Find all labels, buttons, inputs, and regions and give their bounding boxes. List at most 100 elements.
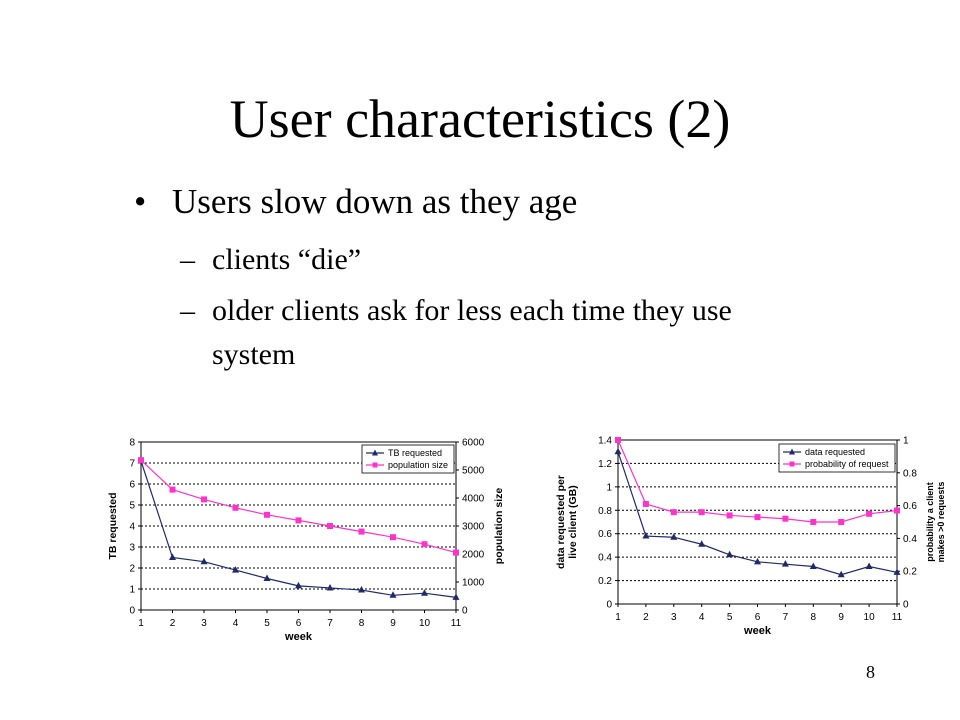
data-point	[754, 557, 761, 565]
y2-tick-label: 5000	[462, 466, 485, 477]
y2-tick-label: 4000	[462, 494, 485, 505]
legend-label: TB requested	[388, 448, 442, 458]
x-tick-label: 9	[390, 618, 396, 629]
y-tick-label: 0	[129, 606, 135, 617]
y-tick-label: 1.2	[598, 459, 612, 470]
y-tick-label: 1.4	[598, 436, 612, 447]
y2-tick-label: 1000	[462, 578, 485, 589]
sub-dash: –	[180, 294, 195, 327]
data-point	[726, 512, 733, 519]
data-point	[670, 533, 678, 540]
legend-marker	[372, 462, 378, 468]
data-point	[326, 583, 334, 591]
x-tick-label: 5	[727, 612, 733, 623]
y2-axis-label: probability a client	[925, 482, 935, 562]
legend-marker	[789, 448, 795, 455]
data-point	[894, 507, 900, 514]
data-point	[809, 562, 817, 570]
y2-tick-label: 0	[903, 600, 909, 611]
data-point	[200, 557, 208, 565]
y-tick-label: 2	[129, 564, 135, 575]
data-point	[295, 581, 302, 589]
y2-tick-label: 0.4	[903, 534, 917, 545]
sub-dash: –	[180, 243, 195, 276]
y2-tick-label: 0	[462, 606, 468, 617]
x-tick-label: 8	[811, 612, 817, 623]
data-point	[169, 486, 176, 493]
legend-label: data requested	[805, 447, 865, 457]
legend-label: probability of request	[805, 459, 889, 469]
y-tick-label: 5	[129, 501, 135, 512]
legend-box	[361, 444, 455, 474]
x-tick-label: 7	[327, 618, 333, 629]
y2-tick-label: 2000	[462, 550, 485, 561]
bullet-marker: •	[134, 182, 147, 221]
data-point	[614, 447, 622, 455]
y2-tick-label: 1	[903, 436, 909, 447]
sub-text-line2: system	[212, 338, 296, 371]
x-tick-label: 6	[296, 618, 302, 629]
data-point	[201, 496, 207, 503]
x-tick-label: 11	[892, 612, 903, 623]
sub-text-line1: older clients ask for less each time the…	[212, 294, 732, 327]
sub-text: clients “die”	[212, 243, 362, 276]
data-point	[781, 560, 789, 567]
y2-tick-label: 0.2	[903, 567, 917, 578]
x-tick-label: 10	[864, 612, 876, 623]
data-point	[452, 593, 460, 600]
x-tick-label: 7	[783, 612, 789, 623]
data-point	[754, 514, 761, 521]
data-point	[865, 562, 873, 570]
page-number: 8	[866, 662, 875, 682]
y-tick-label: 4	[129, 522, 135, 533]
x-tick-label: 9	[838, 612, 844, 623]
legend-marker	[789, 461, 795, 467]
chart-data-requested: 00.20.40.60.811.21.400.20.40.60.811 2 3 4 5 6…	[555, 436, 946, 638]
data-point	[421, 541, 428, 548]
data-point	[389, 591, 397, 598]
data-point	[698, 540, 706, 547]
x-tick-label: 8	[359, 618, 365, 629]
data-point	[810, 519, 817, 525]
legend-box	[778, 443, 896, 473]
data-point	[358, 586, 365, 593]
x-axis-label: week	[743, 625, 772, 637]
data-point	[264, 511, 270, 518]
data-point	[782, 515, 789, 522]
x-tick-label: 11	[451, 618, 462, 629]
y-axis-label: live client (GB)	[567, 485, 579, 559]
data-point	[670, 509, 677, 516]
x-tick-label: 3	[671, 612, 677, 623]
y-tick-label: 6	[129, 480, 135, 491]
x-tick-label: 10	[419, 618, 431, 629]
y2-tick-label: 0.6	[903, 501, 917, 512]
data-point	[232, 504, 239, 511]
y-tick-label: 0.8	[598, 506, 612, 517]
y2-axis-label: makes >0 requests	[936, 482, 946, 563]
series-line	[140, 459, 457, 554]
bullet-text: Users slow down as they age	[172, 182, 578, 221]
y-tick-label: 0.4	[598, 553, 612, 564]
data-point	[698, 509, 705, 516]
data-point	[453, 549, 459, 556]
y-tick-label: 3	[129, 543, 135, 554]
slide-title: User characteristics (2)	[229, 89, 731, 149]
x-tick-label: 2	[170, 618, 176, 629]
x-tick-label: 6	[755, 612, 761, 623]
x-tick-label: 3	[201, 618, 207, 629]
y-tick-label: 0.6	[598, 529, 612, 540]
data-point	[358, 528, 365, 535]
y2-axis-label: population size	[493, 488, 505, 565]
y2-tick-label: 3000	[462, 522, 485, 533]
x-axis-label: week	[284, 631, 313, 643]
data-point	[726, 550, 734, 558]
data-point	[642, 500, 649, 507]
y2-tick-label: 0.8	[903, 468, 917, 479]
y-axis-label: data requested per	[555, 475, 567, 569]
legend-label: population size	[388, 460, 448, 470]
x-tick-label: 1	[138, 618, 144, 629]
legend-marker	[372, 449, 378, 456]
y-tick-label: 1	[606, 482, 612, 493]
y-tick-label: 1	[129, 585, 135, 596]
